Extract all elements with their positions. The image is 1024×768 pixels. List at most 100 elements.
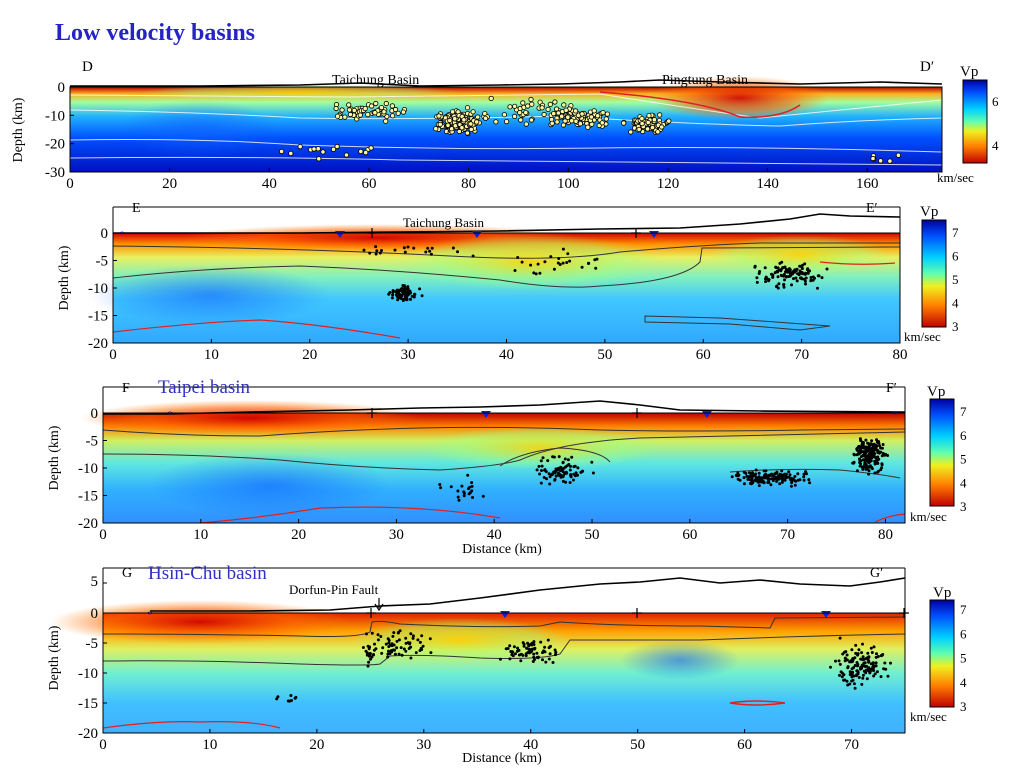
- earthquake-point: [779, 269, 783, 273]
- earthquake-point: [809, 276, 813, 279]
- earthquake-point: [787, 267, 791, 271]
- basin-label-taichung-e: Taichung Basin: [403, 215, 485, 230]
- earthquake-point: [436, 113, 442, 119]
- earthquake-point: [568, 468, 572, 472]
- earthquake-point: [409, 632, 413, 636]
- panel-f-ylabel: Depth (km): [47, 425, 62, 490]
- earthquake-point: [553, 471, 557, 475]
- earthquake-point: [370, 631, 374, 635]
- y-tick-label: -10: [78, 461, 98, 477]
- earthquake-point: [742, 476, 746, 480]
- earthquake-point: [532, 640, 536, 644]
- earthquake-point: [553, 478, 557, 482]
- earthquake-point: [859, 448, 862, 452]
- earthquake-point: [764, 280, 768, 284]
- earthquake-point: [391, 634, 395, 638]
- panel-d-ylabel: Depth (km): [11, 97, 26, 162]
- earthquake-point: [837, 659, 841, 663]
- earthquake-point: [794, 479, 798, 483]
- earthquake-point: [539, 640, 543, 644]
- earthquake-point: [569, 118, 575, 124]
- earthquake-point: [771, 479, 775, 482]
- earthquake-point: [538, 271, 542, 275]
- earthquake-point: [402, 647, 406, 651]
- earthquake-point: [540, 469, 543, 472]
- earthquake-point: [804, 276, 808, 280]
- earthquake-point: [533, 658, 536, 661]
- earthquake-point: [799, 264, 803, 268]
- earthquake-point: [875, 652, 878, 656]
- earthquake-point: [557, 471, 560, 475]
- earthquake-point: [775, 471, 779, 475]
- panel-e-ylabel: Depth (km): [57, 245, 72, 310]
- earthquake-point: [842, 673, 846, 677]
- basin-label-taichung-d: Taichung Basin: [332, 73, 419, 88]
- earthquake-point: [538, 472, 542, 476]
- earthquake-point: [507, 104, 513, 110]
- earthquake-point: [541, 111, 547, 118]
- colorbar-tick: 3: [960, 499, 967, 514]
- earthquake-point: [853, 664, 857, 667]
- earthquake-point: [861, 664, 865, 668]
- earthquake-point: [748, 475, 752, 479]
- earthquake-point: [781, 479, 784, 483]
- earthquake-point: [532, 271, 536, 275]
- earthquake-point: [803, 262, 807, 266]
- earthquake-point: [449, 109, 456, 115]
- earthquake-point: [543, 645, 547, 649]
- x-tick-label: 10: [204, 347, 219, 363]
- x-tick-label: 60: [696, 347, 711, 363]
- earthquake-point: [780, 260, 784, 264]
- earthquake-point: [843, 678, 847, 682]
- earthquake-point: [488, 95, 494, 102]
- earthquake-point: [789, 484, 793, 488]
- x-tick-label: 60: [682, 527, 697, 543]
- earthquake-point: [398, 296, 402, 300]
- taipei-basin-label: Taipei basin: [158, 377, 251, 398]
- earthquake-point: [754, 468, 758, 472]
- x-tick-label: 0: [99, 527, 107, 543]
- earthquake-point: [869, 646, 873, 650]
- earthquake-point: [362, 248, 366, 252]
- earthquake-point: [383, 100, 389, 107]
- earthquake-point: [358, 148, 364, 154]
- earthquake-point: [856, 446, 860, 450]
- earthquake-point: [869, 667, 873, 671]
- panel-f-xlabel: Distance (km): [462, 542, 542, 557]
- panel-g-xlabel: Distance (km): [462, 751, 542, 766]
- y-tick-label: 0: [58, 80, 66, 96]
- earthquake-point: [419, 646, 423, 650]
- earthquake-point: [389, 103, 395, 109]
- earthquake-point: [561, 102, 567, 108]
- panel-g-colorbar: [929, 599, 955, 708]
- earthquake-point: [874, 655, 878, 659]
- x-tick-label: 60: [361, 176, 376, 192]
- earthquake-point: [764, 469, 768, 473]
- earthquake-point: [852, 666, 855, 670]
- y-tick-label: -20: [45, 137, 65, 153]
- y-tick-label: -5: [86, 434, 99, 450]
- earthquake-point: [639, 116, 645, 122]
- earthquake-point: [789, 477, 793, 481]
- earthquake-point: [365, 651, 369, 655]
- earthquake-point: [552, 455, 556, 459]
- earthquake-point: [449, 485, 453, 489]
- y-tick-label: 0: [91, 406, 99, 422]
- earthquake-point: [569, 473, 572, 477]
- earthquake-point: [858, 450, 862, 454]
- earthquake-point: [871, 662, 875, 666]
- earthquake-point: [781, 266, 785, 270]
- earthquake-point: [879, 446, 883, 450]
- earthquake-point: [734, 473, 738, 477]
- earthquake-point: [775, 285, 778, 289]
- earthquake-point: [456, 495, 460, 499]
- earthquake-point: [406, 285, 410, 289]
- earthquake-point: [816, 286, 819, 290]
- earthquake-point: [365, 112, 371, 118]
- earthquake-point: [628, 129, 634, 135]
- earthquake-point: [508, 657, 512, 661]
- earthquake-point: [393, 652, 397, 656]
- station-star: *: [167, 409, 173, 421]
- earthquake-point: [406, 245, 410, 249]
- earthquake-point: [798, 478, 802, 482]
